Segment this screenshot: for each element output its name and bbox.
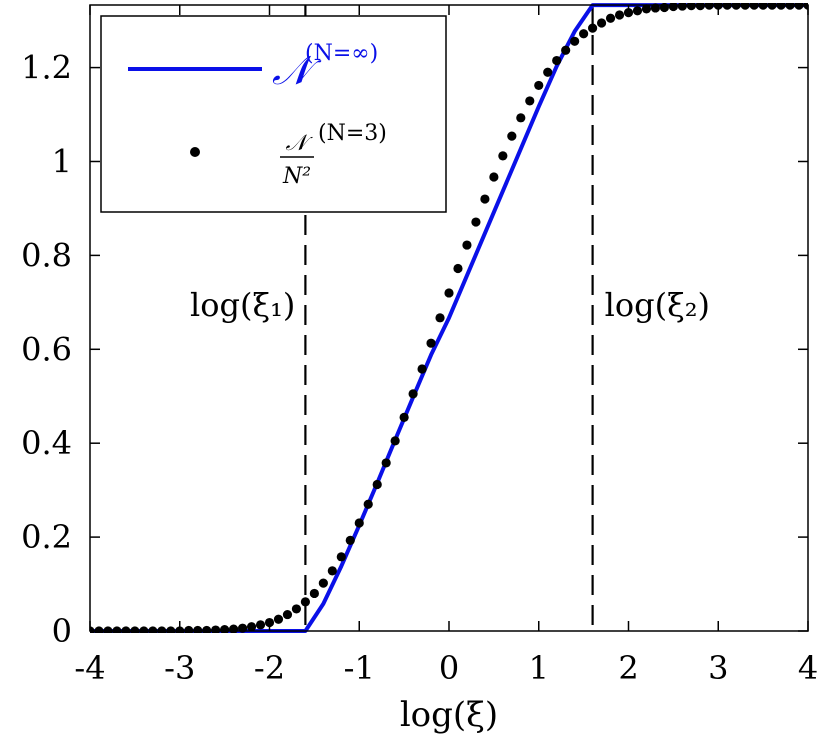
y-tick-label: 0.8: [21, 236, 72, 274]
data-point: [282, 609, 293, 620]
legend-dot-swatch: [190, 147, 200, 157]
data-point: [255, 620, 266, 630]
data-point: [363, 499, 373, 509]
data-point: [632, 6, 643, 16]
data-point: [534, 80, 544, 91]
data-point: [399, 412, 409, 422]
data-point: [471, 217, 481, 227]
data-point: [417, 364, 427, 374]
annotations: log(ξ₁) log(ξ₂): [190, 286, 710, 324]
y-tick-label: 0.4: [21, 424, 72, 462]
data-point: [211, 625, 221, 633]
data-point: [336, 552, 346, 562]
y-tick-label: 1.2: [21, 49, 72, 87]
legend: 𝒩(N=∞)𝒩N²(N=3): [100, 15, 447, 213]
data-point: [579, 29, 589, 39]
data-point: [309, 588, 319, 599]
y-tick-label: 0.2: [21, 518, 72, 556]
x-tick-label: -4: [74, 649, 105, 687]
x-tick-label: -2: [254, 649, 285, 687]
data-point: [426, 338, 436, 348]
data-point: [246, 622, 257, 632]
x-tick-label: -3: [164, 649, 195, 687]
data-point: [345, 535, 355, 545]
data-point: [498, 151, 508, 161]
data-point: [300, 597, 310, 607]
data-point: [462, 240, 472, 250]
data-point: [220, 624, 230, 633]
data-point: [570, 36, 580, 46]
vline-label-2: log(ξ₂): [605, 286, 710, 324]
data-point: [453, 263, 463, 274]
data-point: [641, 4, 652, 14]
data-point: [507, 131, 517, 141]
x-tick-label: -1: [344, 649, 375, 687]
data-point: [543, 67, 553, 77]
data-point: [273, 614, 284, 624]
data-point: [435, 313, 445, 323]
data-point: [327, 566, 337, 576]
data-point: [381, 458, 391, 468]
data-point: [489, 172, 499, 182]
data-point: [354, 518, 364, 528]
y-tick-label: 1: [52, 142, 72, 180]
y-tick-label: 0.6: [21, 330, 72, 368]
data-point: [668, 3, 678, 12]
x-tick-label: 0: [439, 649, 459, 687]
x-tick-label: 2: [618, 649, 638, 687]
data-point: [552, 55, 562, 66]
data-point: [480, 194, 490, 204]
data-point: [390, 436, 400, 446]
legend-label-2-denominator: N²: [282, 164, 311, 189]
x-tick-label: 4: [798, 649, 818, 687]
data-point: [614, 10, 625, 20]
data-point: [229, 624, 239, 633]
data-point: [596, 18, 607, 28]
x-axis-label: log(ξ): [400, 695, 498, 735]
data-point: [291, 604, 302, 614]
vline-label-1: log(ξ₁): [190, 286, 295, 324]
data-point: [561, 45, 571, 55]
series-line-n-infinity: [90, 3, 808, 633]
data-point: [444, 288, 454, 298]
data-point: [516, 113, 526, 123]
legend-label-1-superscript: (N=∞): [305, 41, 378, 66]
y-tick-label: 0: [52, 612, 72, 650]
x-tick-label: 3: [708, 649, 728, 687]
data-point: [605, 13, 616, 23]
data-point: [408, 389, 418, 399]
axes: -4 -3 -2 -1 0 1 2 3 4 0 0.2 0.4 0.6 0.8 1 1.2 log(ξ): [21, 4, 818, 735]
data-point: [588, 23, 598, 33]
x-tick-label: 1: [529, 649, 549, 687]
legend-label-2-superscript: (N=3): [318, 121, 387, 146]
data-point: [525, 96, 535, 106]
data-point: [677, 3, 687, 11]
legend-box: [100, 15, 447, 213]
data-point: [318, 578, 328, 588]
data-point: [372, 479, 382, 490]
